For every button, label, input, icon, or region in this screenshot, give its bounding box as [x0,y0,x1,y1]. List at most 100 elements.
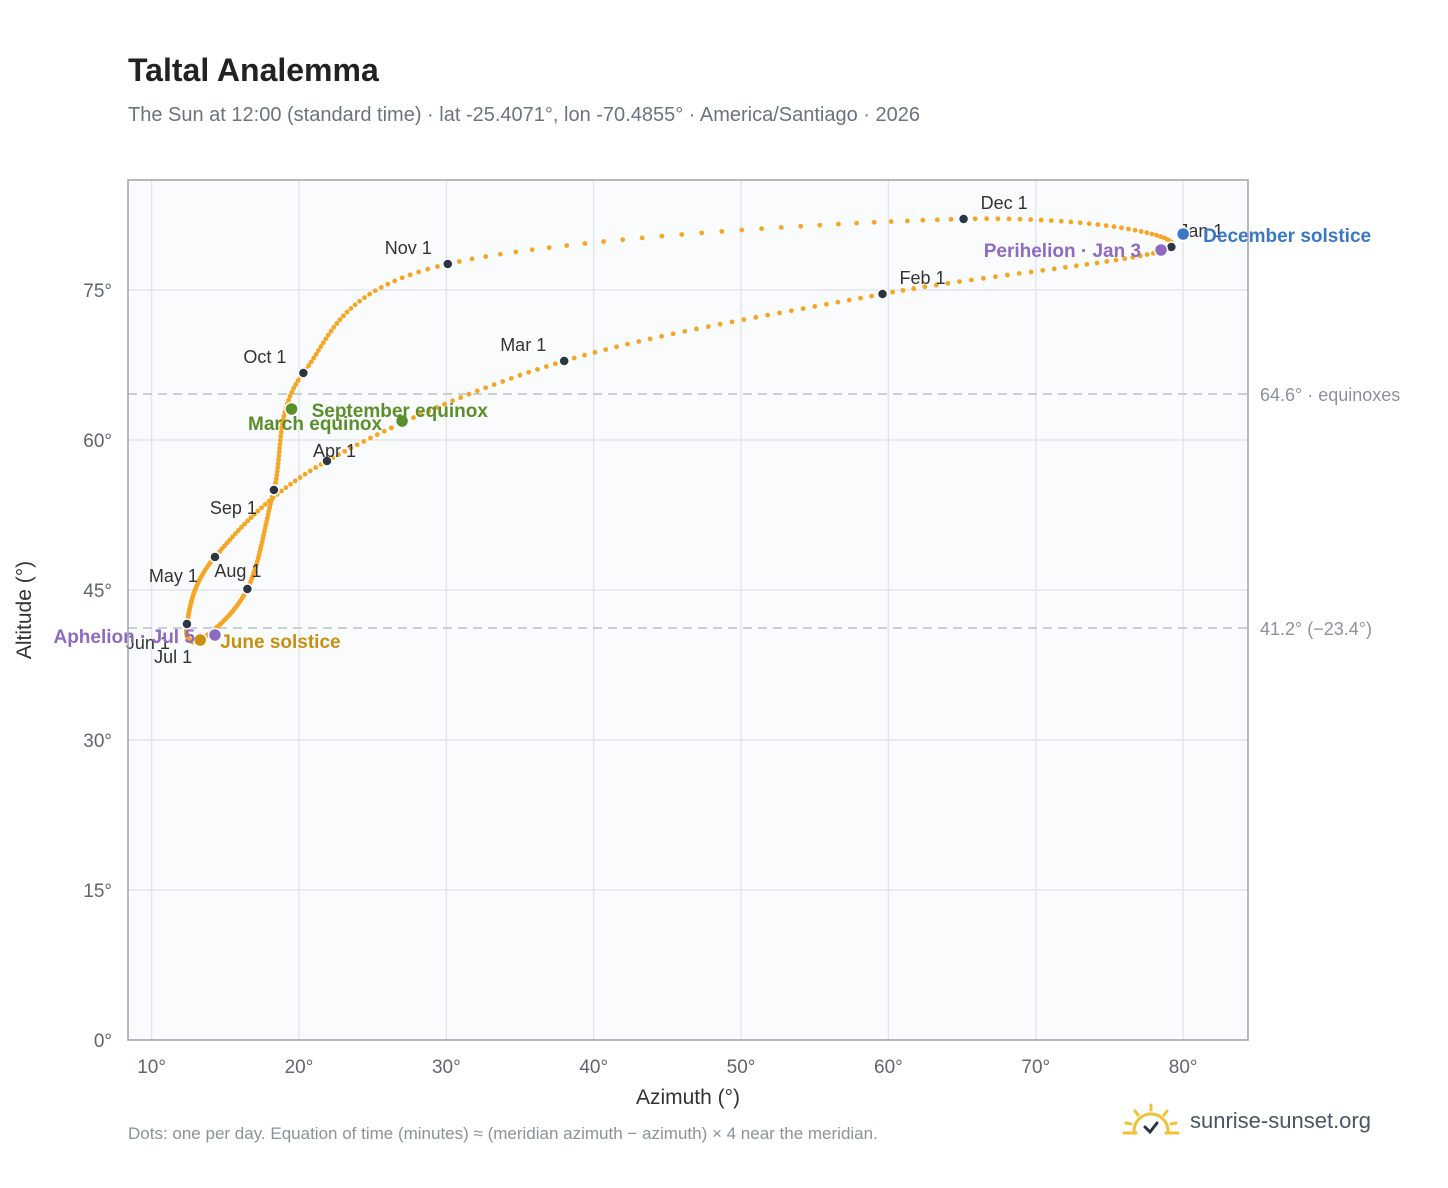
day-dot [279,488,284,494]
day-dot [1144,252,1150,257]
event-marker [394,413,410,429]
day-dot [337,317,343,323]
x-axis-ticks: 10° 20° 30° 40° 50° 60° 70° 80° [137,1057,1197,1078]
day-dot [289,389,295,395]
day-dot [1126,226,1131,232]
day-dot [336,452,341,457]
plot-area [128,180,1248,1040]
day-dot [276,457,281,463]
chart-subtitle: The Sun at 12:00 (standard time) · lat -… [128,104,921,126]
day-dot [1051,266,1057,272]
x-tick-label: 20° [285,1057,314,1078]
day-dot [275,465,281,471]
day-dot [273,480,278,486]
day-dot [374,432,380,438]
day-dot [342,448,348,454]
day-dot [361,438,367,444]
day-dot [357,298,363,304]
day-dot [625,341,630,347]
day-dot [798,223,804,229]
day-dot [911,286,917,291]
brand-name: sunrise-sunset.org [1190,1108,1371,1133]
day-dot [719,229,725,234]
day-dot [1137,253,1143,259]
day-dot [491,382,497,387]
day-dot [984,216,990,222]
day-dot [871,219,877,225]
day-dot [639,235,645,241]
day-dot [230,534,236,540]
day-dot [242,521,247,527]
event-label: Perihelion · Jan 3 [984,241,1141,262]
day-dot [564,243,570,248]
day-dot [582,241,588,246]
day-dot [411,415,416,421]
day-dot [904,218,910,224]
month-label: May 1 [149,566,198,586]
y-axis-label: Altitude (°) [13,561,36,659]
day-dot [636,339,642,344]
day-dot [278,429,284,435]
day-dot [729,319,735,325]
day-dot [273,476,279,482]
month-label: Apr 1 [313,441,356,461]
day-dot [466,391,472,397]
day-dot [328,328,334,334]
day-dot [483,385,489,391]
day-dot [1130,254,1136,260]
day-dot [1084,261,1090,267]
event-label: December solstice [1203,226,1371,247]
day-dot [922,284,928,290]
day-dot [957,279,962,285]
day-dot [1016,271,1022,276]
day-dot [251,511,257,517]
day-dot [739,227,745,233]
brand[interactable]: sunrise-sunset.org [1122,1103,1371,1139]
day-dot [311,355,317,361]
day-dot [469,256,475,262]
day-dot [1073,263,1079,269]
y-tick-label: 45° [83,581,112,602]
month-marker [181,618,193,630]
month-label: Jun 1 [126,633,170,653]
day-dot [292,478,298,484]
day-dot [888,219,894,224]
y-tick-label: 60° [83,431,112,452]
day-dot [508,375,514,381]
day-dot [812,304,818,309]
day-dot [800,306,806,311]
day-dot [1040,267,1046,273]
day-dot [1144,230,1150,236]
day-dot [1103,223,1109,229]
day-dot [670,331,676,337]
day-dot [291,385,297,391]
day-dot [334,321,340,326]
day-dot [278,433,284,439]
day-dot [741,317,747,322]
day-dot [526,369,532,375]
month-label: Jul 1 [154,647,192,667]
day-dot [318,344,324,349]
event-label: Aphelion · Jul 5 [53,627,195,648]
day-dot [753,314,759,320]
day-dot [620,237,626,243]
day-dot [283,485,289,491]
day-dot [647,336,653,342]
day-dot [372,288,378,294]
event-marker [1153,242,1169,258]
x-tick-label: 60° [874,1057,903,1078]
day-dot [846,297,852,303]
day-dot [823,301,829,307]
day-dot [717,321,723,327]
y-tick-label: 30° [83,731,112,752]
event-label: September equinox [312,401,489,422]
day-dot [418,411,424,417]
day-dot [378,284,384,290]
day-dot [1048,218,1054,223]
day-dot [945,280,951,286]
day-dot [331,324,337,330]
x-tick-label: 30° [432,1057,461,1078]
day-dot [817,222,823,228]
reference-line-label: 41.2° (−23.4°) [1260,619,1372,639]
day-dot [442,401,447,407]
